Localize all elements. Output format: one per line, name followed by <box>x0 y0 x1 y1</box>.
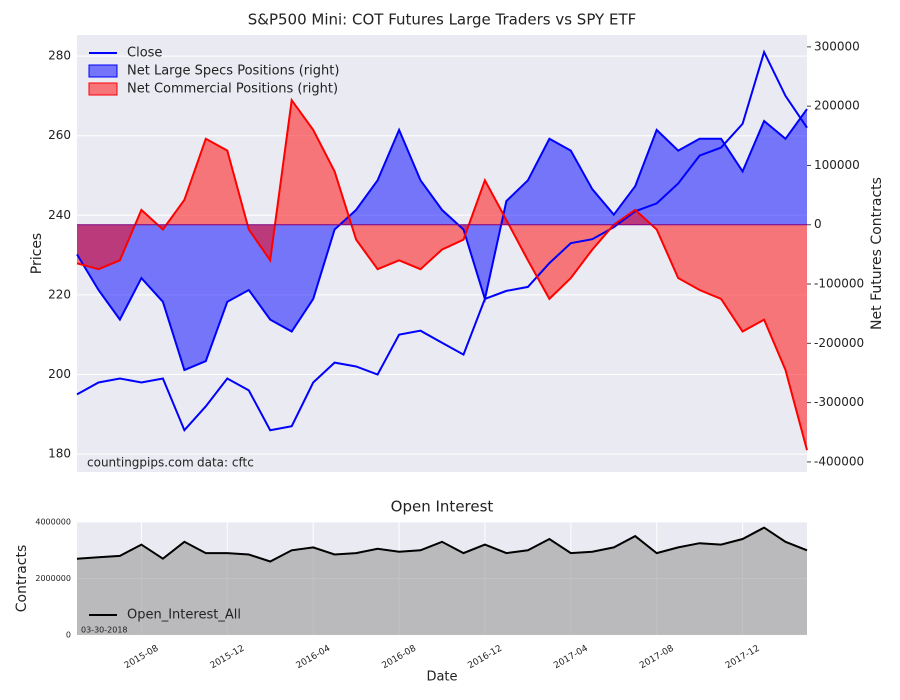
x-tick-label: 2015-08 <box>123 644 161 672</box>
annotation: data: cftc <box>197 456 254 470</box>
area <box>77 527 807 635</box>
legend-label: Close <box>127 46 162 61</box>
x-tick-label: 2017-12 <box>724 644 762 671</box>
legend-swatch <box>88 82 118 96</box>
line <box>76 526 808 563</box>
legend-label: Net Commercial Positions (right) <box>127 82 338 97</box>
line <box>76 108 808 372</box>
x-tick-label: 2016-08 <box>381 644 419 672</box>
y-tick-label: 280 <box>48 49 71 63</box>
y-tick-label: 0 <box>66 631 71 640</box>
legend-label: Net Large Specs Positions (right) <box>127 64 339 79</box>
x-tick-label: 2016-04 <box>295 644 333 672</box>
y2-axis-label: Net Futures Contracts <box>869 177 885 330</box>
x-tick-label: 2015-12 <box>209 644 247 671</box>
legend-swatch <box>88 64 118 78</box>
y-tick-label: 240 <box>48 208 71 222</box>
y-axis-label: Prices <box>29 233 45 274</box>
x-axis-label: Date <box>426 670 457 685</box>
annotation: 03-30-2018 <box>81 626 128 635</box>
y2-tick-label: 0 <box>814 217 822 231</box>
line <box>76 49 808 433</box>
y-tick-label: 180 <box>48 447 71 461</box>
x-tick-label: 2016-12 <box>466 644 504 671</box>
annotation: countingpips.com <box>87 456 194 470</box>
y-tick-label: 260 <box>48 128 71 142</box>
y2-tick-label: 300000 <box>814 39 860 53</box>
legend-label: Open_Interest_All <box>127 608 241 623</box>
y2-tick-label: 100000 <box>814 158 860 172</box>
y2-tick-label: -200000 <box>814 336 864 350</box>
y2-tick-label: -100000 <box>814 277 864 291</box>
y-axis-label: Contracts <box>14 545 30 613</box>
line <box>76 97 808 451</box>
y2-tick-label: 200000 <box>814 99 860 113</box>
y-tick-label: 220 <box>48 287 71 301</box>
y-tick-label: 4000000 <box>35 518 71 527</box>
chart-title: Open Interest <box>391 498 494 516</box>
x-tick-label: 2017-08 <box>638 644 676 672</box>
y-tick-label: 2000000 <box>35 574 71 583</box>
y2-tick-label: -400000 <box>814 454 864 468</box>
chart-title: S&P500 Mini: COT Futures Large Traders v… <box>248 11 637 29</box>
y2-tick-label: -300000 <box>814 395 864 409</box>
x-tick-label: 2017-04 <box>552 644 590 672</box>
y-tick-label: 200 <box>48 367 71 381</box>
